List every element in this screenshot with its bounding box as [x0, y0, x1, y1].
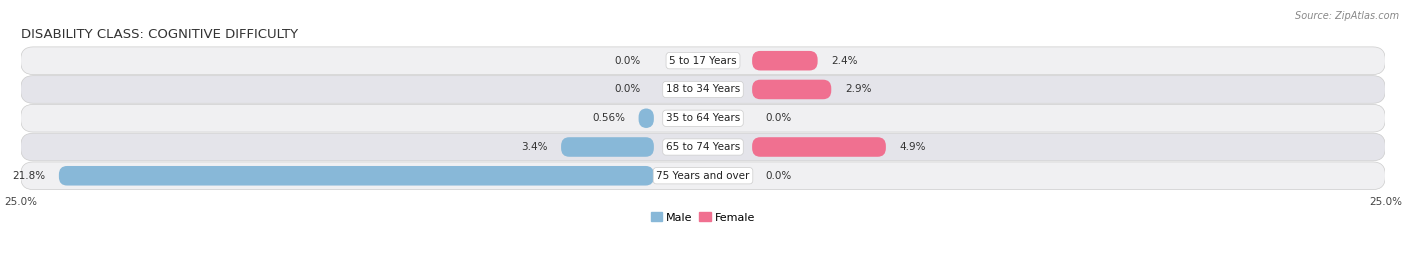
- Text: 35 to 64 Years: 35 to 64 Years: [666, 113, 740, 123]
- FancyBboxPatch shape: [752, 80, 831, 99]
- Text: 3.4%: 3.4%: [522, 142, 547, 152]
- FancyBboxPatch shape: [638, 109, 654, 128]
- Text: 18 to 34 Years: 18 to 34 Years: [666, 85, 740, 94]
- FancyBboxPatch shape: [21, 133, 1385, 161]
- Text: 0.0%: 0.0%: [614, 85, 640, 94]
- Text: 65 to 74 Years: 65 to 74 Years: [666, 142, 740, 152]
- FancyBboxPatch shape: [561, 137, 654, 157]
- FancyBboxPatch shape: [21, 104, 1385, 132]
- Text: 2.4%: 2.4%: [831, 56, 858, 66]
- Text: Source: ZipAtlas.com: Source: ZipAtlas.com: [1295, 11, 1399, 21]
- FancyBboxPatch shape: [752, 51, 818, 70]
- Text: 75 Years and over: 75 Years and over: [657, 171, 749, 181]
- Text: 0.0%: 0.0%: [766, 171, 792, 181]
- Text: 0.0%: 0.0%: [614, 56, 640, 66]
- Text: 4.9%: 4.9%: [900, 142, 927, 152]
- Text: 21.8%: 21.8%: [13, 171, 45, 181]
- FancyBboxPatch shape: [21, 162, 1385, 190]
- Text: 0.56%: 0.56%: [592, 113, 624, 123]
- FancyBboxPatch shape: [59, 166, 654, 185]
- Text: 5 to 17 Years: 5 to 17 Years: [669, 56, 737, 66]
- FancyBboxPatch shape: [21, 47, 1385, 75]
- FancyBboxPatch shape: [21, 76, 1385, 103]
- Text: 0.0%: 0.0%: [766, 113, 792, 123]
- Legend: Male, Female: Male, Female: [647, 208, 759, 227]
- Text: 2.9%: 2.9%: [845, 85, 872, 94]
- FancyBboxPatch shape: [752, 137, 886, 157]
- Text: DISABILITY CLASS: COGNITIVE DIFFICULTY: DISABILITY CLASS: COGNITIVE DIFFICULTY: [21, 28, 298, 40]
